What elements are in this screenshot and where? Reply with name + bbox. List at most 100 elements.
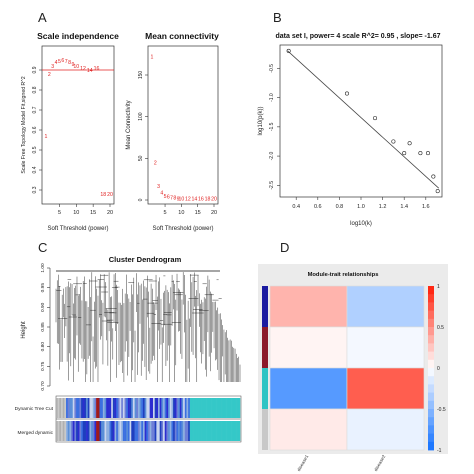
merged-dynamic-cell bbox=[69, 421, 72, 441]
merged-dynamic-cell bbox=[178, 421, 181, 441]
legend-tick-label: 1 bbox=[437, 284, 440, 290]
merged-dynamic-cell bbox=[211, 421, 214, 441]
dynamic-tree-cut-cell bbox=[144, 398, 147, 418]
dynamic-tree-cut-cell bbox=[201, 398, 204, 418]
merged-dynamic-cell bbox=[129, 421, 132, 441]
merged-dynamic-cell bbox=[224, 421, 227, 441]
merged-dynamic-cell bbox=[216, 421, 219, 441]
merged-dynamic-cell bbox=[71, 421, 74, 441]
dynamic-tree-cut-cell bbox=[117, 398, 120, 418]
merged-dynamic-cell bbox=[89, 421, 92, 441]
y-axis-label: log10(p(k)) bbox=[258, 106, 264, 135]
power-point-label: 4 bbox=[160, 191, 163, 197]
power-point-label: 5 bbox=[58, 59, 61, 65]
x-tick-label: 5 bbox=[164, 210, 167, 216]
merged-dynamic-cell bbox=[77, 421, 80, 441]
legend-colour-step bbox=[428, 351, 434, 361]
dynamic-tree-cut-cell bbox=[156, 398, 159, 418]
merged-dynamic-cell bbox=[122, 421, 125, 441]
dynamic-tree-cut-cell bbox=[203, 398, 206, 418]
merged-dynamic-cell bbox=[159, 421, 162, 441]
data-point bbox=[431, 174, 436, 179]
x-tick-label: 15 bbox=[195, 210, 201, 216]
merged-dynamic-cell bbox=[183, 421, 186, 441]
power-point-label: 9 bbox=[72, 62, 75, 68]
power-point-label: 12 bbox=[80, 66, 86, 72]
dynamic-tree-cut-cell bbox=[121, 398, 124, 418]
y-tick-label: 0.3 bbox=[32, 186, 38, 193]
merged-dynamic-cell bbox=[72, 421, 75, 441]
merged-dynamic-cell bbox=[186, 421, 189, 441]
legend-colour-step bbox=[428, 400, 434, 410]
merged-dynamic-cell bbox=[109, 421, 112, 441]
dynamic-tree-cut-cell bbox=[189, 398, 192, 418]
merged-dynamic-cell bbox=[84, 421, 87, 441]
y-axis-label: Mean Connectivity bbox=[126, 100, 132, 149]
x-tick-label: 0.8 bbox=[336, 204, 344, 210]
merged-dynamic-cell bbox=[219, 421, 222, 441]
legend-colour-step bbox=[428, 286, 434, 295]
dynamic-tree-cut-cell bbox=[116, 398, 119, 418]
y-tick-label: -1.5 bbox=[269, 122, 275, 131]
dynamic-tree-cut-cell bbox=[79, 398, 82, 418]
legend-colour-step bbox=[428, 409, 434, 418]
panel-letter-c: C bbox=[38, 240, 47, 255]
merged-dynamic-cell bbox=[59, 421, 62, 441]
power-point-label: 18 bbox=[205, 196, 211, 202]
dynamic-tree-cut-cell bbox=[164, 398, 167, 418]
merged-dynamic-cell bbox=[112, 421, 115, 441]
power-point-label: 3 bbox=[51, 64, 54, 70]
dynamic-tree-cut-cell bbox=[206, 398, 209, 418]
power-point-label: 1 bbox=[151, 55, 154, 61]
merged-dynamic-cell bbox=[228, 421, 231, 441]
dynamic-tree-cut-cell bbox=[66, 398, 69, 418]
dynamic-tree-cut-cell bbox=[77, 398, 80, 418]
dynamic-tree-cut-cell bbox=[194, 398, 197, 418]
data-point bbox=[402, 151, 407, 156]
dynamic-tree-cut-cell bbox=[154, 398, 157, 418]
dynamic-tree-cut-cell bbox=[104, 398, 107, 418]
dynamic-tree-cut-cell bbox=[111, 398, 114, 418]
power-point-label: 4 bbox=[55, 60, 58, 66]
module-colour-block bbox=[262, 286, 268, 327]
chart-title: Scale independence bbox=[37, 31, 119, 41]
y-tick-label: 0.80 bbox=[40, 342, 46, 352]
y-tick-label: 0.6 bbox=[32, 126, 38, 133]
y-tick-label: 0.95 bbox=[40, 283, 46, 293]
power-point-label: 10 bbox=[73, 64, 79, 70]
dynamic-tree-cut-cell bbox=[61, 398, 63, 418]
x-tick-label: 1.6 bbox=[422, 204, 430, 210]
merged-dynamic-cell bbox=[126, 421, 129, 441]
dynamic-tree-cut-cell bbox=[223, 398, 226, 418]
merged-dynamic-cell bbox=[96, 421, 99, 441]
dynamic-tree-cut-cell bbox=[208, 398, 211, 418]
legend-colour-step bbox=[428, 327, 434, 336]
dynamic-tree-cut-cell bbox=[149, 398, 152, 418]
dynamic-tree-cut-cell bbox=[114, 398, 117, 418]
dynamic-tree-cut-cell bbox=[216, 398, 219, 418]
legend-tick-label: -1 bbox=[437, 448, 442, 454]
merged-dynamic-cell bbox=[149, 421, 152, 441]
dynamic-tree-cut-cell bbox=[234, 398, 237, 418]
panel-letter-d: D bbox=[280, 240, 289, 255]
merged-dynamic-cell bbox=[176, 421, 179, 441]
merged-dynamic-cell bbox=[114, 421, 117, 441]
power-point-label: 14 bbox=[192, 196, 198, 202]
power-point-label: 8 bbox=[68, 60, 71, 66]
dynamic-tree-cut-cell bbox=[67, 398, 70, 418]
panel-d-module-trait-heatmap: Module-trait relationships disease1 disea… bbox=[258, 264, 448, 472]
module-colour-block bbox=[262, 368, 268, 409]
data-point bbox=[407, 141, 412, 146]
power-point-label: 6 bbox=[61, 58, 64, 64]
merged-dynamic-cell bbox=[164, 421, 167, 441]
merged-dynamic-cell bbox=[171, 421, 174, 441]
merged-dynamic-cell bbox=[221, 421, 224, 441]
dynamic-tree-cut-cell bbox=[131, 398, 134, 418]
y-tick-label: 150 bbox=[138, 71, 144, 80]
panel-letter-a: A bbox=[38, 10, 47, 25]
power-point-label: 20 bbox=[211, 196, 217, 202]
dynamic-tree-cut-cell bbox=[153, 398, 155, 418]
merged-dynamic-cell bbox=[204, 421, 207, 441]
dynamic-tree-cut-cell bbox=[146, 398, 149, 418]
dynamic-tree-cut-cell bbox=[139, 398, 142, 418]
